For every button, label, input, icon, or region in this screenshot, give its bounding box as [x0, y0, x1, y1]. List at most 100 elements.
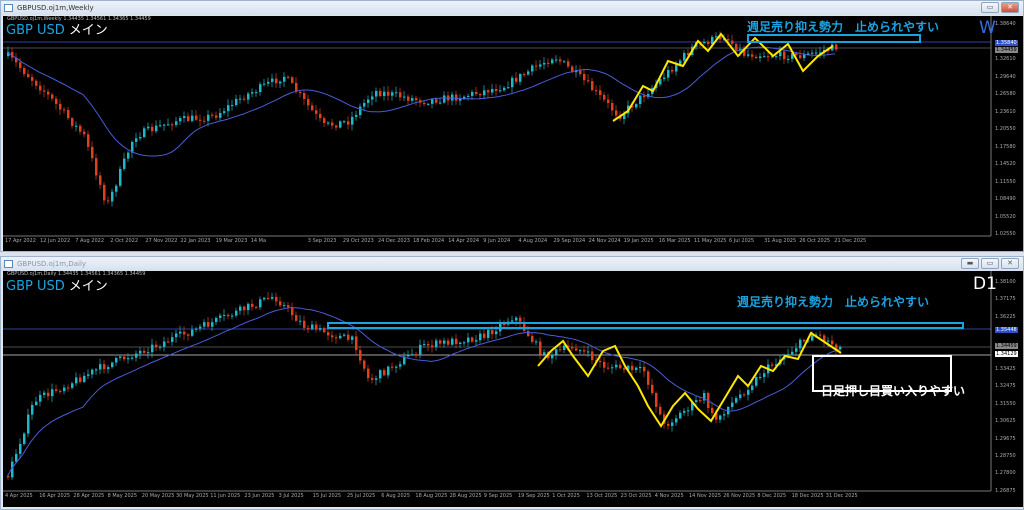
candle-body: [399, 92, 402, 98]
candle-body: [407, 354, 410, 357]
candle-body: [147, 352, 150, 354]
date-tick-label: 17 Apr 2022: [5, 238, 36, 244]
candle-body: [355, 336, 358, 351]
candle-body: [467, 95, 470, 97]
candle-body: [415, 98, 418, 101]
candle-body: [575, 70, 578, 73]
candle-body: [547, 62, 550, 64]
candle-body: [127, 358, 130, 360]
candle-body: [439, 340, 442, 344]
candle-body: [459, 98, 462, 101]
candle-body: [803, 54, 806, 59]
candle-body: [167, 124, 170, 126]
candle-body: [427, 103, 430, 105]
candle-body: [623, 368, 626, 370]
candle-body: [651, 384, 654, 394]
candle-body: [391, 366, 394, 368]
date-tick-label: 13 Oct 2025: [586, 493, 618, 499]
candle-body: [71, 118, 74, 126]
date-tick-label: 31 Dec 2025: [825, 493, 858, 499]
candle-body: [703, 41, 706, 44]
candle-body: [443, 95, 446, 103]
candle-body: [507, 87, 510, 89]
minimize-button[interactable]: ▬: [961, 258, 979, 269]
candle-body: [511, 320, 514, 322]
candle-body: [139, 350, 142, 354]
candle-body: [55, 98, 58, 104]
chart-window-icon: [4, 260, 13, 268]
date-tick-label: 11 Jun 2025: [210, 493, 241, 499]
candle-body: [799, 55, 802, 59]
candle-body: [587, 351, 590, 353]
price-tick-label: 1.26580: [995, 91, 1016, 97]
date-tick-label: 14 Ma: [250, 238, 267, 244]
candle-body: [339, 335, 342, 339]
candle-body: [503, 323, 506, 325]
candle-body: [567, 345, 570, 347]
candle-body: [775, 56, 778, 58]
candle-body: [123, 356, 126, 360]
date-tick-label: 16 Mar 2025: [658, 238, 691, 244]
candle-body: [659, 79, 662, 85]
candle-body: [455, 94, 458, 101]
candle-body: [603, 361, 606, 368]
candle-body: [811, 52, 814, 54]
candle-body: [11, 461, 14, 478]
price-tick-label: 1.33425: [995, 366, 1016, 372]
daily-chart[interactable]: GBPUSD.oj1m,Daily 1.34435 1.34561 1.3436…: [3, 271, 1023, 507]
candle-body: [267, 297, 270, 299]
candle-body: [351, 336, 354, 340]
close-button[interactable]: ✕: [1001, 2, 1019, 13]
candle-body: [331, 335, 334, 338]
candle-body: [43, 90, 46, 92]
weekly-chart[interactable]: GBPUSD.oj1m,Weekly 1.34435 1.34561 1.343…: [3, 16, 1023, 251]
candle-body: [259, 84, 262, 93]
candle-body: [527, 330, 530, 337]
close-button[interactable]: ✕: [1001, 258, 1019, 269]
candle-body: [539, 64, 542, 67]
restore-button[interactable]: ▭: [981, 2, 999, 13]
date-tick-label: 23 Jun 2025: [244, 493, 275, 499]
daily-support-box: [812, 355, 952, 392]
candle-body: [639, 366, 642, 368]
maximize-button[interactable]: ▭: [981, 258, 999, 269]
symbol-suffix: メイン: [68, 279, 108, 294]
price-tick-label: 1.11550: [995, 178, 1016, 185]
candle-body: [299, 320, 302, 322]
candle-body: [23, 433, 26, 444]
candle-body: [187, 116, 190, 121]
candle-body: [667, 70, 670, 78]
candle-body: [747, 390, 750, 395]
candle-body: [363, 360, 366, 369]
candle-body: [515, 77, 518, 82]
candle-body: [687, 52, 690, 55]
date-tick-label: 26 Oct 2025: [799, 238, 831, 244]
date-tick-label: 31 Aug 2025: [764, 238, 797, 244]
candle-body: [231, 315, 234, 317]
candle-body: [271, 296, 274, 299]
candle-body: [267, 81, 270, 84]
candle-body: [555, 59, 558, 61]
candle-body: [419, 344, 422, 355]
candle-body: [263, 83, 266, 85]
candle-body: [79, 125, 82, 132]
price-tick-label: 1.32610: [995, 56, 1016, 62]
daily-title-bar[interactable]: GBPUSD.oj1m,Daily ▬ ▭ ✕: [1, 257, 1023, 271]
candle-body: [587, 80, 590, 82]
candle-body: [227, 314, 230, 317]
price-tick-label: 1.27800: [995, 470, 1016, 477]
candle-body: [751, 54, 754, 57]
candle-body: [795, 348, 798, 352]
weekly-title-bar[interactable]: GBPUSD.oj1m,Weekly ▭ ✕: [1, 1, 1023, 15]
candle-body: [823, 335, 826, 342]
date-tick-label: 25 Jul 2025: [347, 493, 376, 499]
candle-body: [731, 40, 734, 44]
candle-body: [83, 375, 86, 382]
candle-body: [715, 36, 718, 38]
candle-body: [559, 59, 562, 62]
date-tick-label: 19 Jan 2025: [623, 238, 654, 244]
candle-body: [759, 376, 762, 378]
candle-body: [207, 322, 210, 327]
candle-body: [627, 365, 630, 370]
candle-body: [59, 390, 62, 392]
